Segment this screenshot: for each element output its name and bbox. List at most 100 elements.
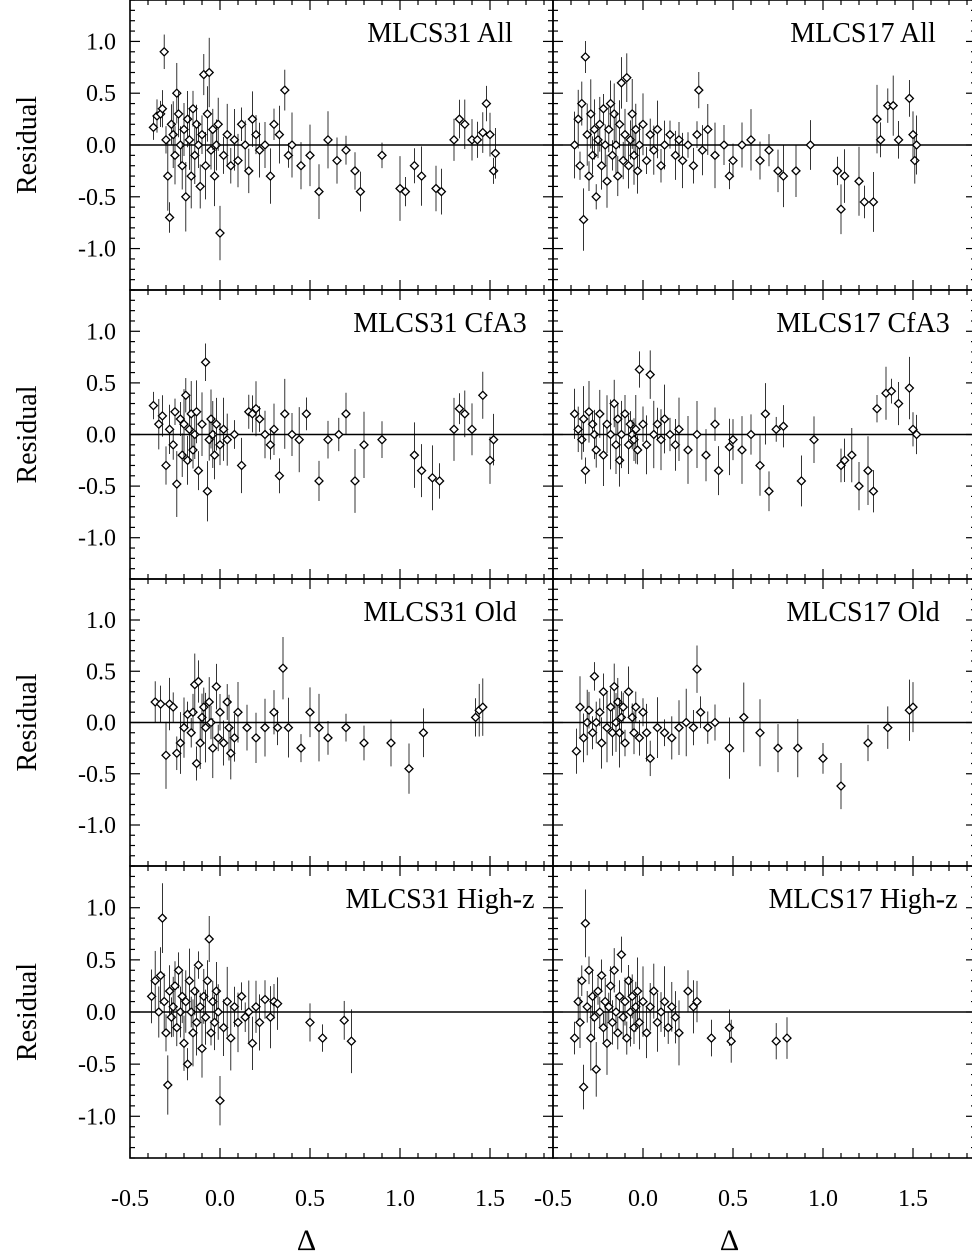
data-point	[737, 445, 747, 455]
data-point	[179, 419, 189, 430]
data-point	[467, 424, 477, 435]
data-point	[193, 960, 204, 970]
data-point	[893, 134, 904, 145]
data-point	[665, 429, 675, 440]
data-point	[459, 408, 470, 419]
data-point	[148, 400, 159, 411]
data-point	[206, 717, 216, 728]
data-point	[166, 1012, 177, 1023]
data-point	[184, 975, 195, 986]
data-point	[171, 748, 182, 759]
data-point	[269, 424, 279, 435]
data-point	[459, 119, 470, 130]
data-point	[611, 1007, 621, 1017]
data-point	[225, 160, 236, 171]
data-point	[724, 743, 735, 754]
data-point	[157, 913, 168, 924]
data-point	[283, 150, 294, 161]
data-point	[598, 686, 609, 697]
data-point	[168, 439, 179, 450]
data-point	[746, 429, 756, 440]
data-point	[666, 732, 677, 743]
data-point	[170, 406, 180, 417]
data-point	[713, 465, 724, 476]
data-point	[301, 408, 312, 419]
panel-8: -0.5 0.0 0.5 1.0 1.5 Δ MLCS17 High-z	[534, 865, 972, 1257]
data-point	[904, 383, 915, 393]
data-point	[236, 991, 247, 1002]
data-point	[859, 197, 870, 207]
data-point	[659, 140, 670, 150]
data-point	[593, 134, 603, 145]
data-point	[161, 460, 171, 471]
data-point	[796, 476, 807, 486]
data-point	[305, 150, 315, 161]
data-point	[449, 424, 459, 435]
y-tick-label: 0.0	[86, 711, 116, 737]
y-axis-label: Residual	[12, 96, 43, 194]
data-point	[233, 707, 243, 718]
data-point	[161, 1027, 171, 1038]
data-point	[485, 455, 495, 466]
data-point	[225, 748, 236, 759]
data-point	[269, 119, 279, 130]
data-point	[602, 1038, 612, 1049]
data-point	[175, 140, 186, 150]
data-point	[629, 150, 639, 161]
data-point	[251, 732, 261, 743]
data-point	[211, 681, 222, 692]
data-point	[656, 1007, 666, 1017]
data-point	[663, 1022, 674, 1033]
data-point	[251, 403, 261, 414]
data-point	[168, 129, 179, 140]
data-point	[605, 98, 616, 109]
data-point	[616, 712, 627, 723]
data-point	[632, 986, 643, 997]
data-point	[888, 100, 899, 111]
data-point	[670, 150, 681, 161]
data-point	[222, 434, 233, 445]
data-point	[269, 707, 279, 718]
data-point	[198, 991, 209, 1002]
data-point	[809, 434, 819, 445]
data-point	[587, 991, 598, 1002]
data-point	[191, 1017, 202, 1028]
data-point	[153, 419, 164, 430]
data-point	[211, 419, 222, 430]
panel-3: 1.0 0.5 0.0 -0.5 -1.0 Residual MLCS31 CfA3	[12, 289, 554, 580]
data-point	[173, 965, 184, 976]
data-point	[341, 145, 351, 156]
data-point	[611, 140, 621, 150]
data-point	[416, 465, 427, 476]
data-point	[153, 1007, 164, 1017]
data-point	[738, 712, 749, 723]
data-point	[634, 364, 645, 375]
data-point	[683, 140, 693, 150]
y-tick-label: 0.0	[86, 1000, 116, 1026]
data-point	[305, 707, 315, 718]
data-point	[193, 465, 204, 476]
data-point	[339, 1015, 350, 1026]
data-point	[260, 722, 270, 733]
data-point	[213, 732, 224, 743]
data-point	[305, 1017, 315, 1028]
data-point	[200, 1012, 211, 1023]
data-point	[294, 434, 305, 445]
data-point	[400, 186, 411, 197]
data-point	[578, 414, 589, 424]
data-point	[242, 722, 252, 733]
data-point	[197, 129, 207, 140]
data-point	[218, 1022, 229, 1033]
data-point	[882, 722, 893, 733]
data-point	[323, 434, 333, 445]
data-point	[481, 98, 492, 109]
data-point	[746, 134, 756, 145]
data-point	[229, 134, 240, 145]
data-point	[477, 702, 488, 713]
data-point	[612, 171, 623, 181]
panel-title: MLCS31 CfA3	[353, 308, 526, 339]
data-point	[186, 171, 197, 181]
data-point	[477, 127, 488, 138]
data-point	[186, 727, 197, 738]
data-point	[204, 67, 215, 78]
